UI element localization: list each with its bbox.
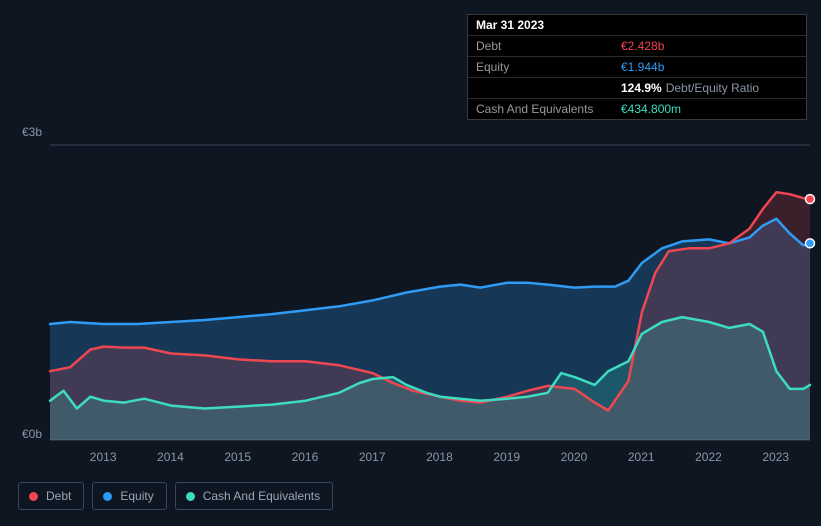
legend: Debt Equity Cash And Equivalents: [18, 482, 333, 510]
cash-dot-icon: [186, 492, 195, 501]
x-axis-tick: 2020: [561, 450, 588, 464]
x-axis-tick: 2022: [695, 450, 722, 464]
legend-debt-label: Debt: [46, 489, 71, 503]
legend-item-equity[interactable]: Equity: [92, 482, 166, 510]
legend-equity-label: Equity: [120, 489, 153, 503]
tooltip-ratio-label: [476, 81, 621, 95]
tooltip-debt-value: €2.428b: [621, 39, 664, 53]
legend-item-debt[interactable]: Debt: [18, 482, 84, 510]
y-axis-tick: €3b: [22, 125, 42, 139]
x-axis-tick: 2019: [493, 450, 520, 464]
x-axis-tick: 2016: [292, 450, 319, 464]
x-axis-tick: 2014: [157, 450, 184, 464]
debt-dot-icon: [29, 492, 38, 501]
x-axis-tick: 2015: [224, 450, 251, 464]
legend-item-cash[interactable]: Cash And Equivalents: [175, 482, 333, 510]
tooltip-date: Mar 31 2023: [476, 18, 621, 32]
x-axis-tick: 2017: [359, 450, 386, 464]
x-axis-tick: 2023: [762, 450, 789, 464]
equity-dot-icon: [103, 492, 112, 501]
x-axis-tick: 2018: [426, 450, 453, 464]
tooltip-equity-label: Equity: [476, 60, 621, 74]
tooltip-debt-label: Debt: [476, 39, 621, 53]
y-axis-tick: €0b: [22, 427, 42, 441]
tooltip-cash-label: Cash And Equivalents: [476, 102, 621, 116]
tooltip-ratio-value: 124.9%Debt/Equity Ratio: [621, 81, 759, 95]
tooltip-equity-value: €1.944b: [621, 60, 664, 74]
legend-cash-label: Cash And Equivalents: [203, 489, 320, 503]
x-axis-tick: 2013: [90, 450, 117, 464]
tooltip-cash-value: €434.800m: [621, 102, 681, 116]
x-axis-tick: 2021: [628, 450, 655, 464]
chart-tooltip: Mar 31 2023 Debt €2.428b Equity €1.944b …: [467, 14, 807, 120]
